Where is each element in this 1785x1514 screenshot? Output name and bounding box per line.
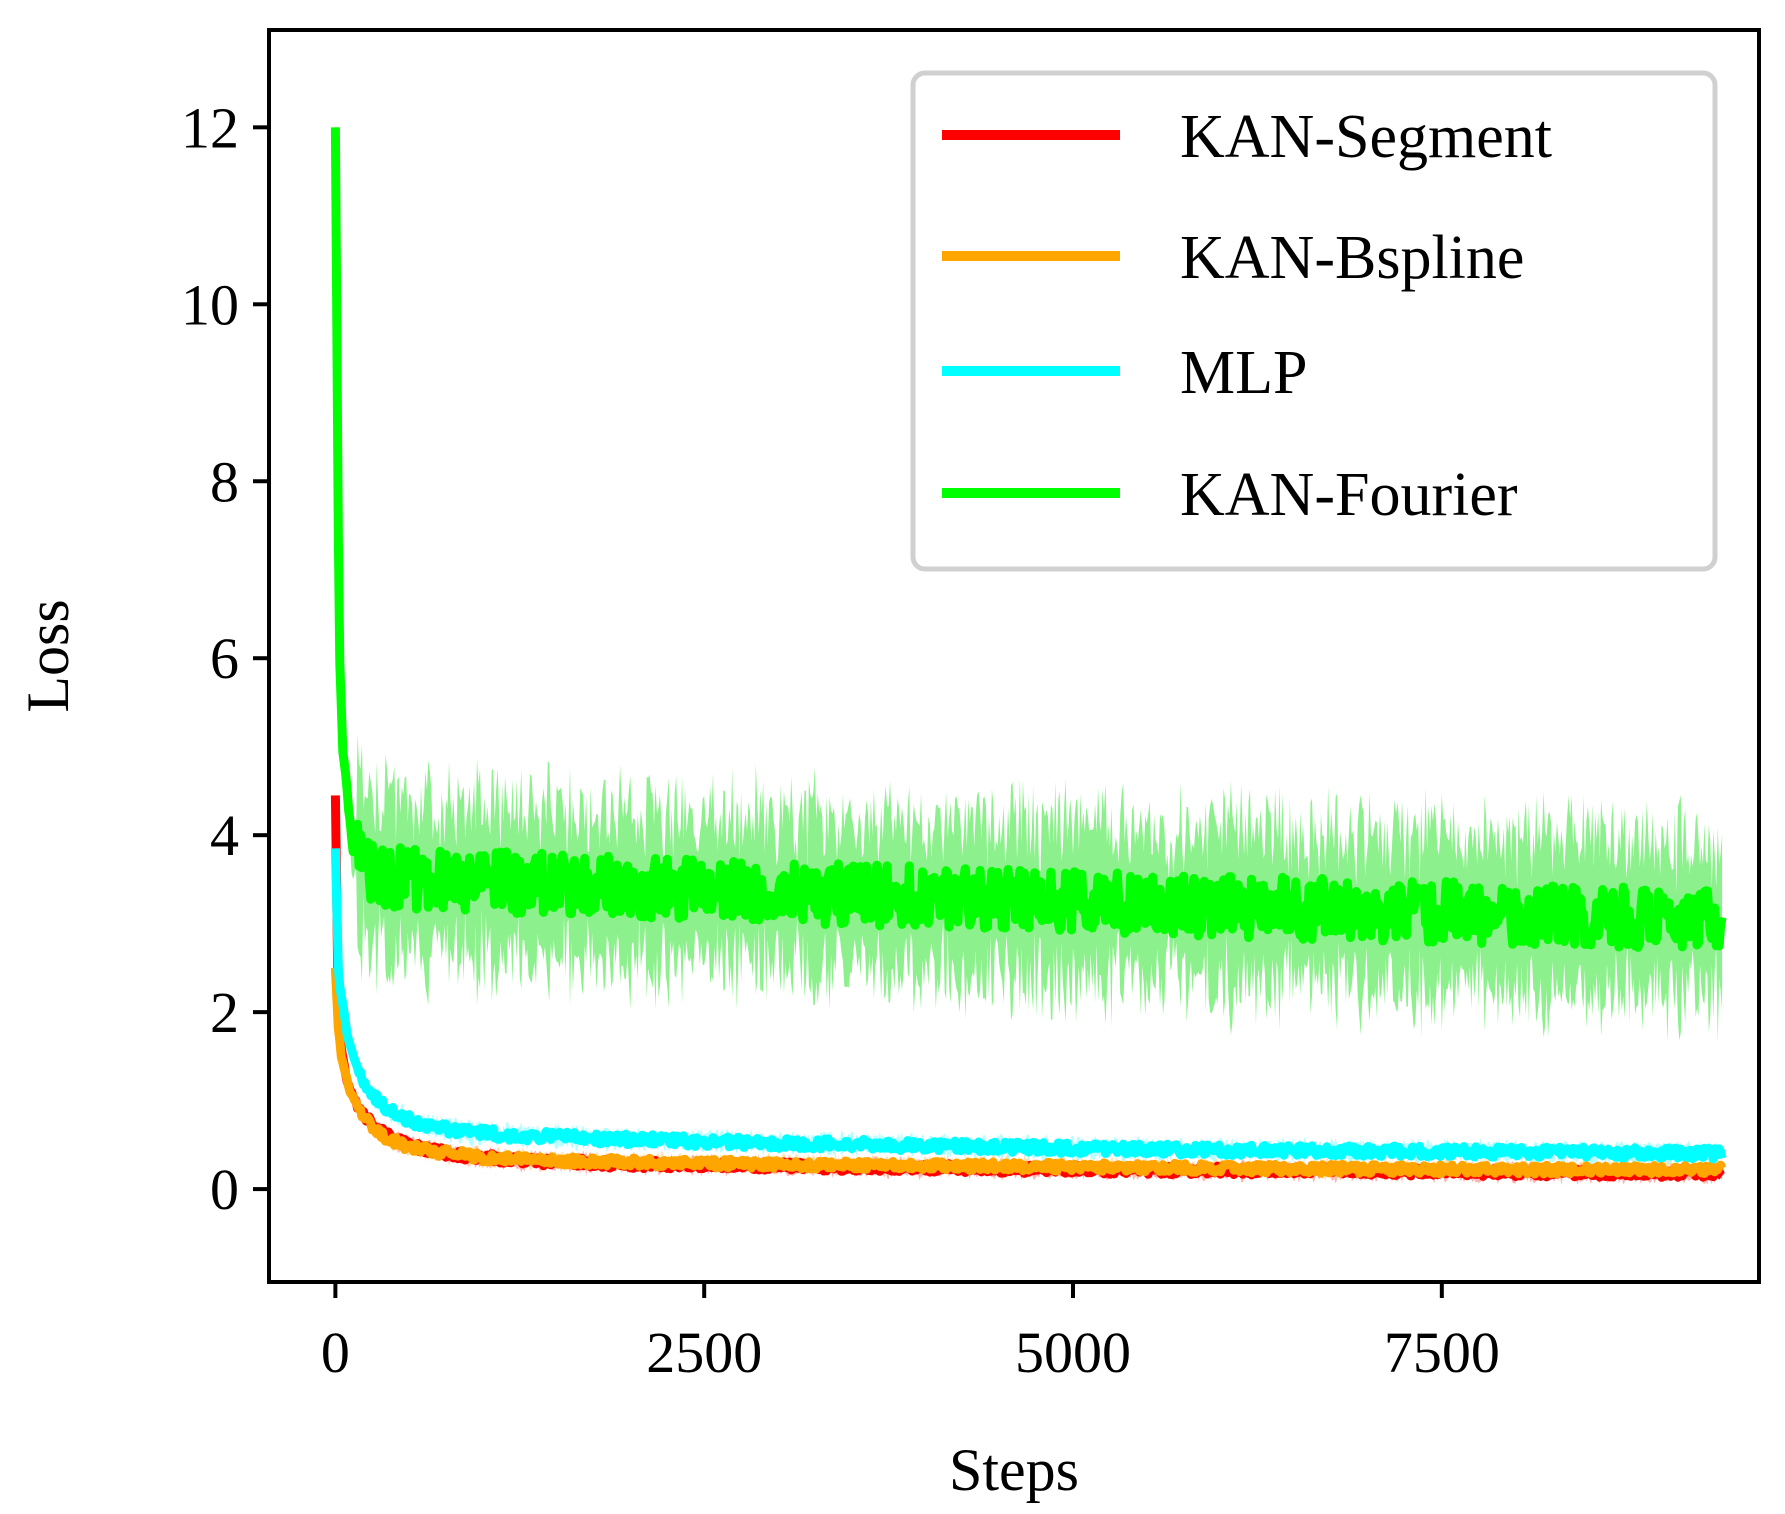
line-kan-bspline: [330, 967, 1727, 1179]
y-tick-label: 6: [210, 626, 239, 691]
x-tick-label: 5000: [1015, 1320, 1131, 1385]
legend-box: [910, 70, 1718, 572]
x-axis: 0 2500 5000 7500: [321, 1282, 1500, 1385]
x-axis-label: Steps: [949, 1437, 1079, 1503]
legend-label: KAN-Segment: [1180, 103, 1552, 171]
y-tick-label: 2: [210, 980, 239, 1045]
x-tick-label: 0: [321, 1320, 350, 1385]
legend-label: KAN-Fourier: [1180, 461, 1518, 529]
legend: KAN-Segment KAN-Bspline MLP KAN-Fourier: [910, 70, 1718, 572]
series-lines: [330, 127, 1727, 1182]
y-axis: 0 2 4 6 8 10 12: [181, 95, 269, 1222]
y-axis-label: Loss: [15, 599, 81, 712]
legend-label: MLP: [1180, 339, 1307, 407]
y-tick-label: 10: [181, 272, 239, 337]
y-tick-label: 4: [210, 803, 239, 868]
band-kan-fourier: [338, 522, 1723, 1042]
line-mlp: [330, 848, 1727, 1164]
y-tick-label: 12: [181, 95, 239, 160]
plot-frame: [267, 28, 1761, 1284]
x-tick-label: 7500: [1384, 1320, 1500, 1385]
x-tick-label: 2500: [646, 1320, 762, 1385]
y-tick-label: 8: [210, 449, 239, 514]
legend-label: KAN-Bspline: [1180, 224, 1524, 292]
line-kan-fourier: [330, 127, 1727, 952]
y-tick-label: 0: [210, 1157, 239, 1222]
